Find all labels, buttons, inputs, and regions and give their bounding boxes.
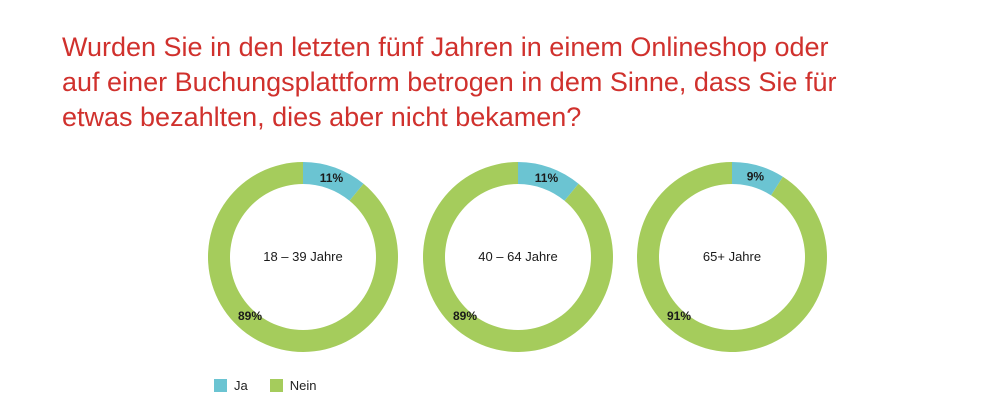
legend-item-nein: Nein bbox=[269, 377, 317, 393]
legend-swatch-ja bbox=[214, 378, 227, 392]
slice-ja-2 bbox=[518, 162, 579, 201]
data-label-nein-3: 91% bbox=[667, 309, 691, 323]
legend-label-nein: Nein bbox=[289, 377, 317, 393]
donut-chart-2: 11% 89% 40 – 64 Jahre bbox=[423, 162, 614, 352]
slice-ja-3 bbox=[732, 162, 783, 196]
donut-chart-1: 11% 89% 18 – 39 Jahre bbox=[208, 162, 399, 352]
center-label-3: 65+ Jahre bbox=[703, 249, 761, 264]
center-label-1: 18 – 39 Jahre bbox=[263, 249, 343, 264]
title-line-2: auf einer Buchungsplattform betrogen in … bbox=[62, 67, 837, 97]
data-label-ja-1: 11% bbox=[320, 171, 344, 185]
legend: Ja Nein bbox=[214, 376, 338, 394]
chart-title: Wurden Sie in den letzten fünf Jahren in… bbox=[62, 30, 962, 135]
data-label-ja-2: 11% bbox=[535, 171, 559, 185]
donut-chart-3: 9% 91% 65+ Jahre bbox=[637, 162, 828, 352]
slice-ja-1 bbox=[303, 162, 364, 201]
legend-item-ja: Ja bbox=[214, 378, 248, 393]
legend-swatch-nein bbox=[269, 378, 283, 392]
data-label-ja-3: 9% bbox=[747, 169, 765, 183]
title-line-3: etwas bezahlten, dies aber nicht bekamen… bbox=[62, 102, 582, 132]
center-label-2: 40 – 64 Jahre bbox=[478, 249, 558, 264]
legend-label-ja: Ja bbox=[234, 377, 248, 393]
title-line-1: Wurden Sie in den letzten fünf Jahren in… bbox=[62, 32, 829, 62]
data-label-nein-1: 89% bbox=[238, 309, 262, 323]
data-label-nein-2: 89% bbox=[453, 309, 477, 323]
